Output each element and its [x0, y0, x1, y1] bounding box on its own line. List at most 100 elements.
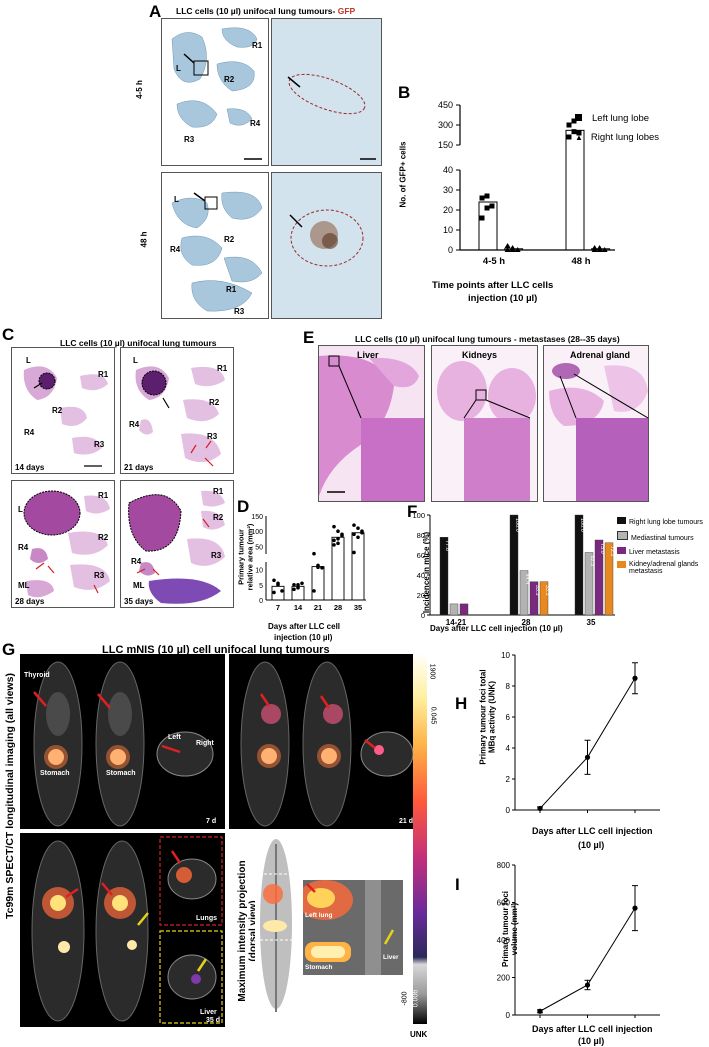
- data-point: [504, 247, 511, 252]
- data-point: [272, 590, 276, 595]
- colorbar-max2: 0.045: [429, 706, 437, 725]
- data-point: [484, 193, 490, 199]
- data-point: [571, 129, 577, 135]
- colorbar: [413, 652, 427, 1024]
- time-label: 35 days: [124, 597, 154, 606]
- y-tick-label: 150: [438, 140, 453, 150]
- y-tick-label: 150: [251, 514, 263, 521]
- legend-swatch: [617, 547, 626, 554]
- he-section-image: [437, 361, 536, 501]
- mip-image: [255, 834, 297, 1017]
- organ-label: Adrenal gland: [570, 350, 631, 360]
- y-tick-label: 300: [438, 120, 453, 130]
- panel-h-ylabel-2: MBq activity (UNK): [487, 681, 497, 754]
- time-label: 21 days: [124, 463, 154, 472]
- lobe-label: R2: [213, 513, 224, 522]
- ct-label: Stomach: [106, 770, 136, 777]
- ct-label: Thyroid: [24, 672, 50, 679]
- legend-label: Right lung lobe tumours: [629, 519, 703, 526]
- y-tick-label: 8: [506, 682, 511, 691]
- y-tick-label: 0: [421, 611, 425, 620]
- time-label: 21 d: [399, 818, 414, 825]
- data-point: [489, 203, 495, 209]
- data-point: [292, 583, 296, 587]
- data-point: [360, 530, 364, 535]
- panel-f-ylabel: Incidence in mice (%): [422, 531, 432, 614]
- panel-c-35d: R1 R2 R3 R4 ML 35 days: [120, 480, 234, 608]
- panel-h-xlabel-1: Days after LLC cell injection: [532, 826, 653, 836]
- bar: [459, 603, 469, 616]
- y-tick-label: 5: [259, 583, 263, 590]
- panel-d-ylabel: Primary tumour relative area (mm²): [236, 524, 254, 591]
- y-tick-label: 0: [506, 1011, 511, 1020]
- y-tick-label: 50: [255, 544, 263, 551]
- panel-d-xlabel-2: injection (10 µl): [274, 633, 333, 642]
- spect-ct-image: [240, 661, 414, 827]
- x-tick-label: 35: [587, 618, 596, 627]
- square-marker-icon: [575, 114, 582, 121]
- data-point: [632, 675, 638, 681]
- lung-zoom-image: [289, 209, 364, 267]
- time-label: 14 days: [15, 463, 45, 472]
- panel-i-ylabel: Primary tumour foci volume (mm³): [501, 891, 519, 967]
- bar: [351, 532, 365, 601]
- data-point: [336, 541, 340, 546]
- panel-b-chart: 0 10 20 30 40 150 300 450 4-5 h 48 h: [438, 100, 615, 267]
- x-tick-label: 35: [354, 603, 362, 612]
- data-point: [352, 532, 356, 537]
- organ-label: Kidneys: [462, 350, 498, 360]
- legend-swatch: [617, 561, 626, 568]
- data-point: [352, 550, 356, 555]
- data-point: [296, 583, 300, 587]
- data-point: [576, 130, 582, 136]
- panel-a-title-text: LLC cells (10 µl) unifocal lung tumours-: [176, 6, 336, 16]
- panel-g-title: LLC mNIS (10 µl) cell unifocal lung tumo…: [102, 644, 330, 656]
- panel-i-letter: I: [455, 875, 460, 894]
- time-label: 28 days: [15, 597, 45, 606]
- legend-item: ▲ Right lung lobes: [575, 132, 659, 143]
- bar: [519, 570, 529, 616]
- lobe-label: R1: [98, 370, 109, 379]
- panel-e-letter: E: [303, 328, 315, 347]
- panel-a-row1-time: 4-5 h: [134, 80, 144, 99]
- time-label: 35 d: [206, 1017, 221, 1024]
- colorbar-min2: 0.006: [412, 989, 420, 1008]
- lobe-label: R2: [98, 533, 109, 542]
- bar: [311, 566, 325, 601]
- panel-i-ylabel-2: volume (mm³): [510, 902, 520, 956]
- panel-d-letter: D: [237, 497, 250, 516]
- panel-f-legend: Right lung lobe tumours Mediastinal tumo…: [617, 517, 707, 575]
- data-point: [479, 215, 485, 221]
- y-tick-label: 100: [412, 511, 425, 520]
- he-section-image: [23, 366, 108, 467]
- panel-g-side-label: Tc99m SPECT/CT longitudinal imaging (all…: [4, 673, 16, 920]
- lobe-label: L: [26, 356, 31, 365]
- spect-ct-image: [33, 661, 214, 827]
- data-point: [312, 589, 316, 593]
- data-label: 33.3: [534, 585, 540, 596]
- data-point: [272, 578, 276, 583]
- data-point: [571, 118, 577, 124]
- data-point: [356, 535, 360, 540]
- panel-c-28d: L R1 R2 R3 R4 ML 28 days: [11, 480, 115, 608]
- y-tick-label: 10: [255, 568, 263, 575]
- bar: [331, 536, 345, 601]
- y-tick-label: 6: [506, 713, 511, 722]
- x-tick-label: 7: [276, 603, 280, 612]
- legend-label: Kidney/adrenal glands metastasis: [629, 561, 699, 575]
- ct-label: Left lung: [305, 912, 333, 919]
- panel-f-xlabel: Days after LLC cell injection (10 µl): [430, 624, 563, 633]
- lobe-label: R3: [211, 551, 222, 560]
- lobe-label: ML: [133, 581, 145, 590]
- panel-a-row2-zoom: [271, 172, 382, 319]
- bar: [509, 514, 519, 616]
- lobe-label: R1: [226, 285, 237, 294]
- spect-ct-21d: 21 d: [229, 654, 422, 829]
- panel-h-letter: H: [455, 694, 468, 713]
- panel-c-21d: L R1 R2 R3 R4 21 days: [120, 347, 234, 474]
- y-tick-label: 0: [259, 598, 263, 605]
- he-section-image: [128, 490, 225, 604]
- legend-item: Left lung lobe: [575, 113, 659, 124]
- bar: [478, 201, 498, 251]
- lung-zoom-image: [287, 73, 376, 160]
